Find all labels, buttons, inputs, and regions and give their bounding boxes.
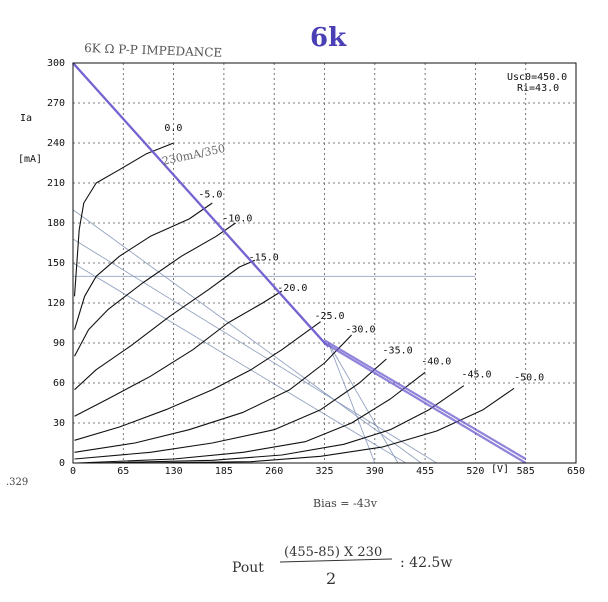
curve-label: -40.0 [421, 356, 451, 367]
impedance-note: 6k [310, 23, 347, 53]
curve-label: -35.0 [383, 346, 413, 357]
bias-note: Bias = -43v [313, 497, 378, 510]
chart-title: 6K Ω P-P IMPEDANCE [84, 41, 223, 60]
curve-label: 0.0 [164, 123, 182, 134]
pout-result: : 42.5w [400, 555, 452, 571]
y-axis-label-top: Ia [20, 113, 32, 124]
curve-label: -25.0 [314, 311, 344, 322]
plate-curves [73, 142, 515, 464]
y-tick-label: 60 [53, 378, 65, 389]
y-tick-label: 270 [47, 98, 65, 109]
x-tick-label: 65 [117, 466, 129, 477]
plate-curve [134, 387, 515, 464]
y-tick-label: 240 [47, 138, 65, 149]
x-tick-label: 390 [366, 466, 384, 477]
pout-label: Pout [232, 560, 264, 576]
origin-note: .329 [6, 477, 28, 488]
param-usc: Usc0=450.0 [507, 72, 567, 83]
y-tick-label: 0 [59, 458, 65, 469]
auxiliary-line [328, 342, 399, 464]
x-tick-label: 585 [517, 466, 535, 477]
x-tick-label: 260 [265, 466, 283, 477]
pout-fraction-bar [279, 558, 393, 563]
x-tick-label: 0 [70, 466, 76, 477]
curve-label: -30.0 [345, 324, 375, 335]
y-tick-label: 150 [47, 258, 65, 269]
auxiliary-line [72, 262, 407, 464]
plate-curve [74, 334, 352, 453]
auxiliary-lines [72, 209, 476, 464]
plate-curve [74, 358, 387, 460]
auxiliary-line [72, 209, 422, 464]
axis-ticks: 0 65 130 185 260 325 390 455 520 585 650 0 30 60 90 120… [47, 58, 585, 477]
curve-label: -45.0 [461, 370, 491, 381]
curve-label: -5.0 [198, 190, 222, 201]
curve-label: -10.0 [222, 214, 252, 225]
x-tick-label: 520 [466, 466, 484, 477]
x-tick-label: 455 [416, 466, 434, 477]
plate-curve [74, 222, 236, 357]
auxiliary-line [327, 342, 376, 464]
x-tick-label: 650 [567, 466, 585, 477]
x-tick-label: 185 [215, 466, 233, 477]
plate-curve [96, 385, 465, 464]
x-tick-label: 130 [165, 466, 183, 477]
plate-curve [74, 321, 321, 441]
param-ri: Ri=43.0 [517, 83, 559, 94]
curve-labels: 0.0 -5.0 -10.0 -15.0 -20.0 -25.0-30.0 -35.0 -40… [164, 123, 544, 383]
plot-frame [72, 62, 577, 464]
curve-label: -50.0 [514, 372, 544, 383]
plate-curve [73, 142, 174, 297]
load-line [72, 62, 527, 464]
x-axis-unit: [V] [491, 464, 509, 475]
y-tick-label: 300 [47, 58, 65, 69]
y-tick-label: 30 [53, 418, 65, 429]
plate-curve [76, 371, 426, 464]
y-tick-label: 120 [47, 298, 65, 309]
y-tick-label: 180 [47, 218, 65, 229]
y-tick-label: 210 [47, 178, 65, 189]
plate-curve [73, 202, 213, 330]
load-line-series [72, 62, 330, 348]
plate-curve [74, 259, 256, 391]
y-tick-label: 90 [53, 338, 65, 349]
load-line-series [323, 339, 527, 460]
curve-label: -15.0 [249, 252, 279, 263]
pout-denominator: 2 [326, 569, 336, 588]
pout-numerator: (455-85) X 230 [284, 545, 382, 560]
curve-label: -20.0 [277, 283, 307, 294]
x-tick-label: 325 [315, 466, 333, 477]
y-axis-label-bottom: [mA] [18, 154, 42, 165]
plate-curve [74, 290, 283, 417]
